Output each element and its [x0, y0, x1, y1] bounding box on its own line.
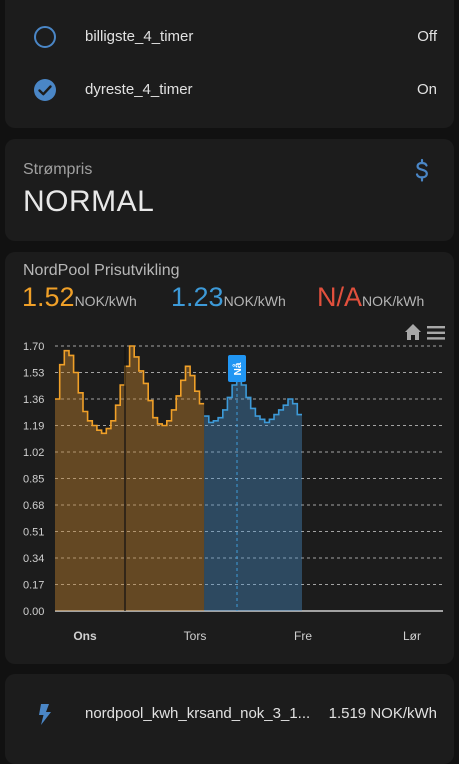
switch-row-dyreste[interactable]: dyreste_4_timer On: [5, 70, 454, 110]
series-area: [55, 346, 205, 611]
switch-name: dyreste_4_timer: [85, 81, 193, 98]
chart-lines: [55, 345, 302, 435]
circle-outline-icon[interactable]: [33, 25, 57, 49]
switch-row-billigste[interactable]: billigste_4_timer Off: [5, 17, 454, 57]
y-tick-label: 0.17: [23, 580, 44, 592]
sensor-label: Strømpris: [23, 161, 93, 178]
sensor-card[interactable]: Strømpris NORMAL: [5, 139, 454, 241]
flash-icon: [39, 704, 51, 725]
tomorrow-price-stat: N/ANOK/kWh: [317, 282, 424, 313]
series-area: [204, 364, 302, 611]
stat-value: N/A: [317, 282, 363, 312]
x-tick-label: Fre: [294, 629, 312, 643]
chart-areas: [55, 346, 302, 611]
series-line: [55, 345, 205, 435]
y-tick-label: 0.51: [23, 527, 44, 539]
stat-unit: NOK/kWh: [362, 293, 425, 309]
now-badge: [228, 355, 246, 382]
y-tick-label: 1.19: [23, 421, 44, 433]
y-tick-label: 1.36: [23, 394, 44, 406]
y-axis-labels: 1.70 1.53 1.36 1.19 1.02 0.85 0.68 0.51 0.34 0.17…: [23, 341, 44, 618]
chart-title: NordPool Prisutvikling: [23, 262, 180, 279]
entity-name: nordpool_kwh_krsand_nok_3_1...: [85, 705, 311, 722]
switch-state: On: [416, 81, 437, 98]
x-tick-label: Ons: [73, 629, 97, 643]
currency-usd-icon: [415, 158, 428, 182]
entity-card: nordpool_kwh_krsand_nok_3_1... 1.519 NOK…: [5, 674, 454, 764]
sensor-value: NORMAL: [23, 185, 155, 218]
y-tick-label: 0.00: [23, 606, 44, 618]
x-tick-label: Tors: [184, 629, 207, 643]
switch-name: billigste_4_timer: [85, 28, 194, 45]
current-price-stat: 1.52NOK/kWh: [22, 282, 137, 313]
y-tick-label: 1.02: [23, 447, 44, 459]
stat-unit: NOK/kWh: [74, 293, 137, 309]
series-line: [204, 363, 302, 424]
chart-grid: [55, 345, 443, 612]
entity-row[interactable]: nordpool_kwh_krsand_nok_3_1... 1.519 NOK…: [5, 694, 454, 734]
chart-toolbar: [405, 324, 445, 340]
menu-icon[interactable]: [427, 326, 445, 340]
stat-value: 1.52: [22, 282, 75, 312]
average-price-stat: 1.23NOK/kWh: [171, 282, 286, 313]
price-chart: Nå 1.70 1.53 1.36 1.19 1.02 0.85 0.68 0.51 0.34 0…: [23, 324, 445, 643]
x-tick-label: Lør: [403, 629, 421, 643]
switch-card: billigste_4_timer Off dyreste_4_timer On: [5, 0, 454, 128]
switch-state: Off: [417, 28, 437, 45]
stat-value: 1.23: [171, 282, 224, 312]
price-chart-card: NordPool Prisutvikling 1.52NOK/kWh 1.23N…: [5, 252, 454, 664]
check-circle-icon[interactable]: [33, 78, 57, 102]
stat-unit: NOK/kWh: [223, 293, 286, 309]
x-axis-labels: Ons Tors Fre Lør: [73, 629, 421, 643]
y-tick-label: 0.34: [23, 553, 44, 565]
chart-annotations: Nå: [124, 346, 246, 611]
entity-value: 1.519 NOK/kWh: [328, 705, 437, 722]
y-tick-label: 1.53: [23, 368, 44, 380]
home-icon[interactable]: [405, 324, 421, 340]
y-tick-label: 0.68: [23, 500, 44, 512]
now-label: Nå: [232, 362, 244, 375]
y-tick-label: 1.70: [23, 341, 44, 353]
y-tick-label: 0.85: [23, 474, 44, 486]
